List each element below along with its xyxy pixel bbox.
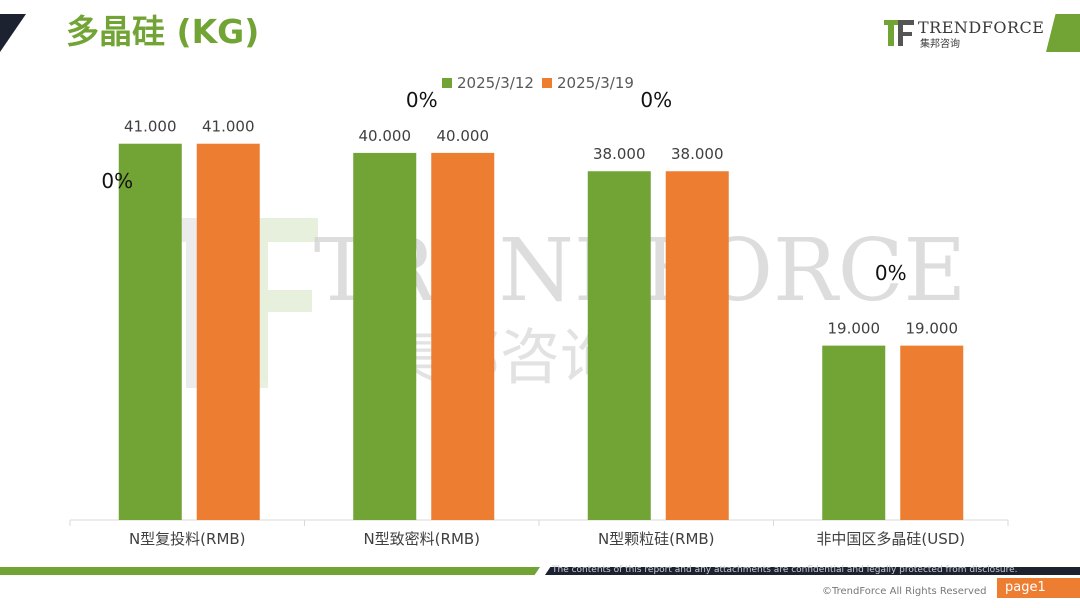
x-tick-label: 非中国区多晶硅(USD) [816,530,965,548]
data-label: 41.000 [124,118,177,136]
legend-label: 2025/3/12 [457,74,534,92]
bar-chart: 41.000 41.000 0% N型复投料(RMB) 40.000 40.000 0% N型… [69,74,1009,548]
x-tick-label: N型致密料(RMB) [363,530,480,548]
data-label: 19.000 [828,320,881,338]
bar-2025/3/12 [353,152,417,520]
legend-swatch [542,78,552,88]
legend-swatch [442,78,452,88]
change-label: 0% [406,88,438,112]
data-label: 40.000 [437,127,490,145]
copyright-text: ©TrendForce All Rights Reserved [822,586,987,597]
data-label: 38.000 [671,145,724,163]
x-tick-label: N型颗粒硅(RMB) [598,530,715,548]
bar-2025/3/19 [900,345,964,520]
bar-2025/3/19 [196,143,260,520]
logo-mark-icon [884,20,914,46]
data-label: 19.000 [906,320,959,338]
change-label: 0% [640,88,672,112]
corner-accent-right [1046,14,1080,52]
disclaimer-text: The contents of this report and any atta… [552,565,1018,575]
legend-label: 2025/3/19 [557,74,634,92]
data-label: 41.000 [202,118,255,136]
bar-2025/3/19 [431,152,495,520]
change-label: 0% [875,261,907,285]
x-tick-label: N型复投料(RMB) [129,530,246,548]
change-label: 0% [101,169,133,193]
data-label: 38.000 [593,145,646,163]
footer-bar-green [0,567,540,575]
bar-2025/3/19 [665,171,729,520]
footer-bar-dark [545,567,1080,575]
footer-bar [0,567,1080,575]
data-label: 40.000 [359,127,412,145]
page-number-badge: page1 [997,578,1080,598]
bar-2025/3/12 [118,143,182,520]
logo-wordmark: TRENDFORCE [918,18,1045,37]
trendforce-logo: TRENDFORCE 集邦咨询 [884,18,1044,52]
corner-accent-left [0,14,26,52]
bar-2025/3/12 [587,171,651,520]
logo-subtitle: 集邦咨询 [920,39,960,50]
page-title: 多晶硅 (KG) [66,12,260,51]
bar-2025/3/12 [822,345,886,520]
